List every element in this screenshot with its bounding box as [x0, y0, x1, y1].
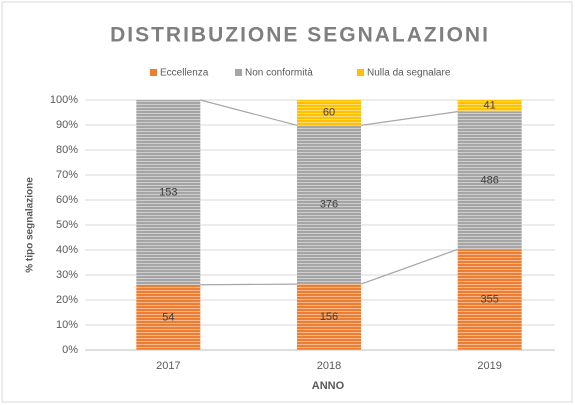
- bar-segment: [297, 125, 361, 285]
- data-label: 355: [480, 294, 498, 306]
- data-label: 153: [159, 186, 177, 198]
- legend-label: Non conformità: [245, 68, 313, 79]
- y-tick-label: 60%: [56, 194, 78, 206]
- y-tick-label: 20%: [56, 294, 78, 306]
- series-line: [200, 283, 298, 286]
- y-tick-label: 70%: [56, 169, 78, 181]
- y-tick-label: 80%: [56, 144, 78, 156]
- y-tick-label: 50%: [56, 219, 78, 231]
- y-tick-label: 0%: [62, 344, 78, 356]
- y-tick-label: 10%: [56, 319, 78, 331]
- chart-title: DISTRIBUZIONE SEGNALAZIONI: [110, 24, 490, 47]
- x-tick-label: 2018: [317, 360, 341, 372]
- y-axis-label: % tipo segnalazione: [25, 177, 36, 273]
- series-line: [200, 99, 298, 126]
- x-tick-label: 2019: [477, 360, 501, 372]
- x-axis-label: ANNO: [312, 380, 345, 392]
- data-label: 41: [484, 100, 496, 112]
- y-tick-label: 40%: [56, 244, 78, 256]
- bar-segment: [457, 111, 522, 250]
- legend-swatch: [235, 69, 242, 76]
- legend-label: Nulla da segnalare: [367, 68, 451, 79]
- data-label: 54: [162, 311, 174, 323]
- series-line: [360, 248, 458, 285]
- series-line: [360, 111, 458, 126]
- bar-segment: [457, 249, 522, 350]
- data-label: 156: [320, 311, 338, 323]
- data-label: 376: [320, 199, 338, 211]
- data-label: 486: [480, 174, 498, 186]
- bar-segment: [297, 100, 361, 126]
- y-tick-label: 100%: [50, 94, 78, 106]
- y-tick-label: 30%: [56, 269, 78, 281]
- y-tick-label: 90%: [56, 119, 78, 131]
- x-tick-label: 2017: [156, 360, 180, 372]
- legend-label: Eccellenza: [160, 68, 209, 79]
- bar-segment: [136, 284, 201, 350]
- bar-segment: [297, 284, 361, 350]
- legend-swatch: [357, 69, 364, 76]
- bar-segment: [457, 100, 522, 112]
- legend-swatch: [150, 69, 157, 76]
- data-label: 60: [323, 107, 335, 119]
- bar-segment: [136, 100, 201, 285]
